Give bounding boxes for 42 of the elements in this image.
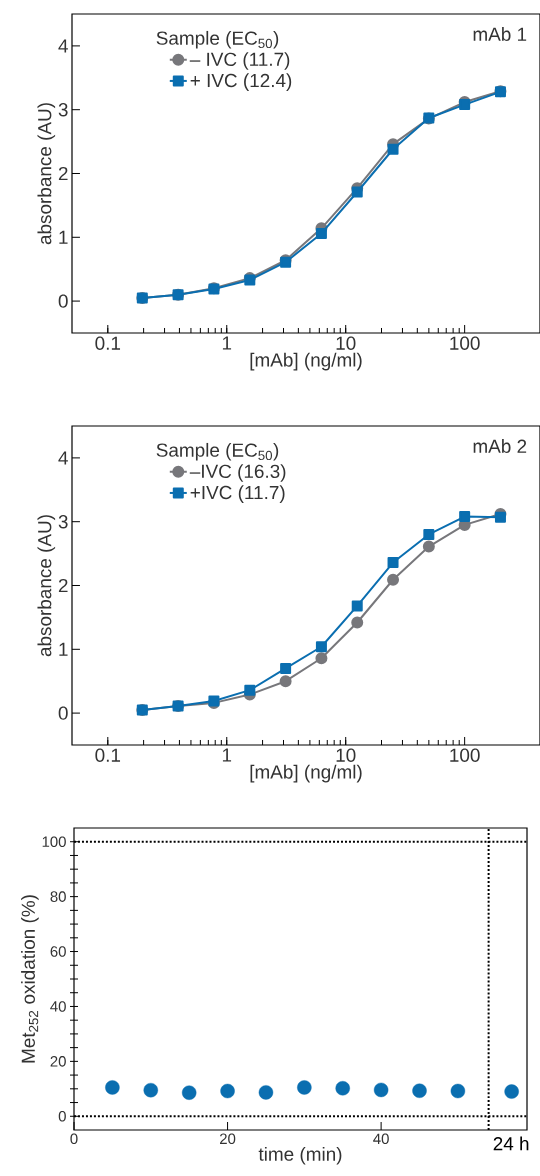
annotation: mAb 1 (473, 27, 527, 41)
x-axis-title: [mAb] (ng/ml) (250, 352, 362, 371)
y-axis-title: absorbance (AU) (37, 515, 56, 657)
y-tick-label: 2 (58, 578, 68, 593)
y-tick-label: 20 (50, 1056, 66, 1067)
y-tick-label: 100 (42, 836, 66, 848)
text: 24 h (493, 1136, 529, 1151)
y-tick-label: 0 (58, 1110, 66, 1122)
y-tick-label: 80 (50, 891, 66, 902)
annotation: mAb 2 (473, 439, 527, 453)
x-tick-label: 0 (70, 1133, 78, 1145)
x-tick-label: 0.1 (95, 748, 121, 762)
y-tick-label: 40 (50, 1001, 66, 1012)
x-tick-label: 10 (336, 336, 356, 350)
legend-title: Sample (EC$_{50}$) (156, 30, 279, 49)
x-tick-label: 100 (450, 748, 480, 762)
x-tick-label: 10 (336, 748, 356, 762)
x-tick-label: 100 (450, 336, 480, 350)
y-tick-label: 3 (58, 102, 68, 117)
y-tick-label: 1 (59, 230, 68, 244)
x-tick-label: 1 (222, 748, 232, 762)
x-axis-title: time (min) (258, 1146, 342, 1165)
y-tick-label: 60 (50, 946, 66, 957)
x-tick-label: 20 (220, 1133, 236, 1145)
x-tick-label: 1 (222, 336, 232, 350)
y-tick-label: 4 (58, 39, 68, 53)
legend-label: – IVC (11.7) (189, 52, 290, 70)
y-tick-label: 2 (58, 166, 68, 181)
y-axis-title: absorbance (AU) (37, 103, 56, 245)
legend-label: +IVC (11.7) (190, 485, 285, 503)
legend-title: Sample (EC$_{50}$) (156, 442, 279, 461)
x-tick-label: 0.1 (95, 336, 121, 350)
y-tick-label: 0 (58, 294, 68, 308)
y-tick-label: 1 (59, 642, 68, 656)
y-tick-label: 4 (58, 451, 68, 465)
y-tick-label: 0 (58, 706, 68, 720)
legend-label: + IVC (12.4) (190, 73, 292, 91)
x-tick-label: 40 (373, 1133, 389, 1145)
x-axis-title: [mAb] (ng/ml) (250, 764, 362, 783)
y-tick-label: 3 (58, 514, 68, 529)
y-axis-title: Met$_{252}$ oxidation (%) (21, 895, 39, 1063)
legend-label: –IVC (16.3) (189, 464, 286, 482)
